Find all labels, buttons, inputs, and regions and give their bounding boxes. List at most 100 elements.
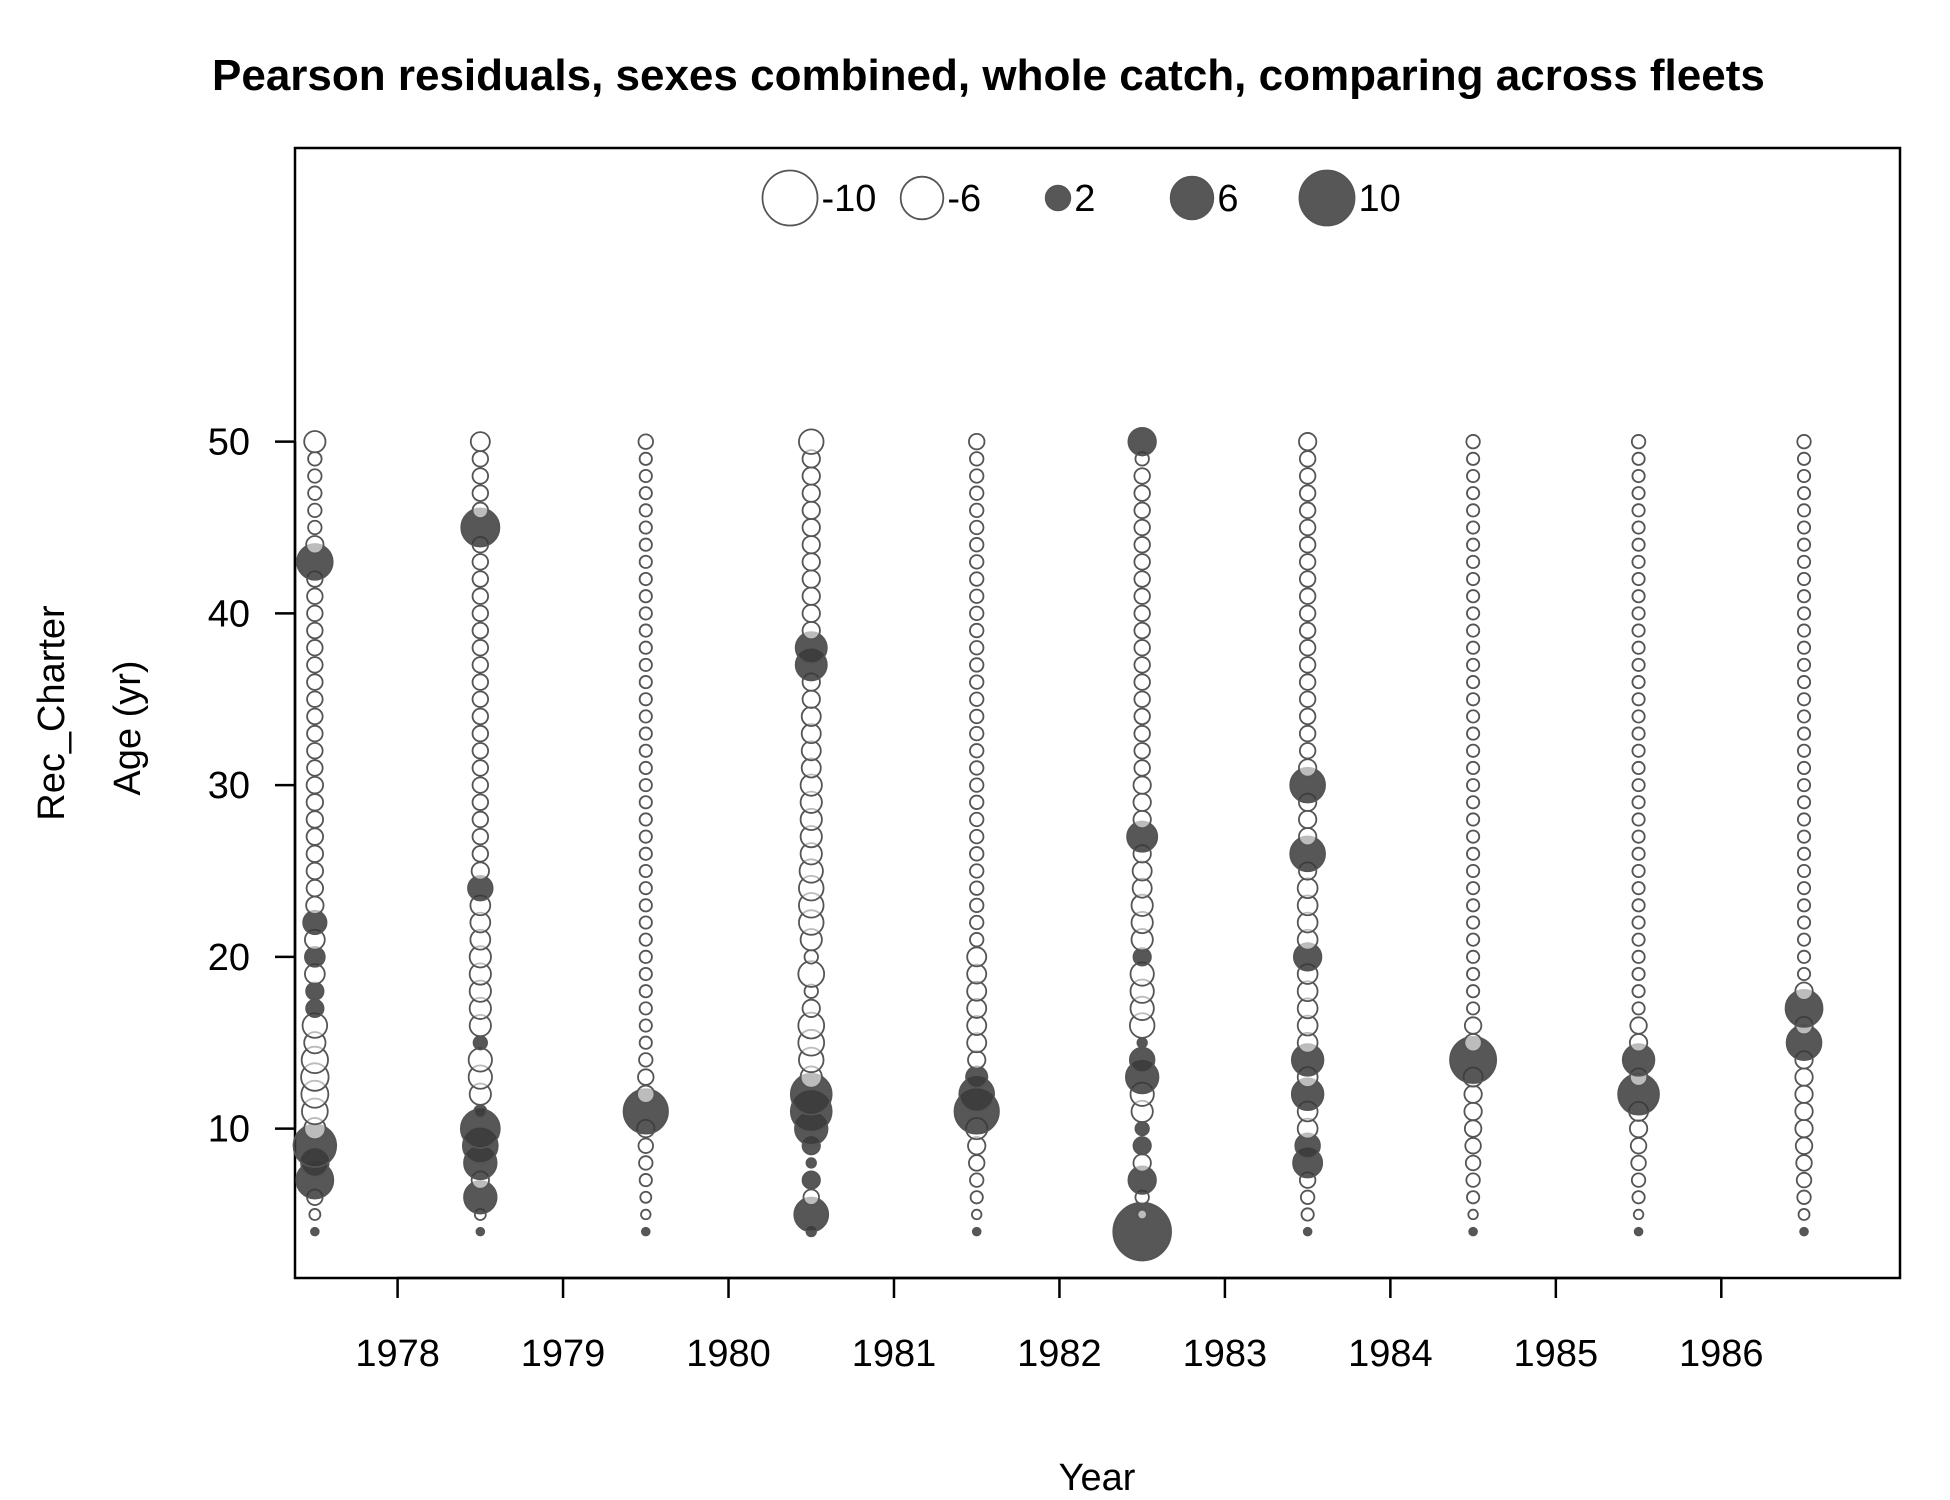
residual-bubble [801, 517, 821, 538]
residual-bubble [1463, 1101, 1483, 1122]
residual-bubble [1796, 1189, 1812, 1205]
residual-bubble [471, 724, 490, 743]
residual-bubble [1298, 690, 1317, 708]
residual-bubble [1466, 743, 1481, 758]
residual-bubble [1794, 981, 1814, 1001]
x-axis: 1978 1979 1980 1981 1982 1983 1984 1985 1986 [355, 1276, 1764, 1375]
residual-bubble [638, 1001, 653, 1016]
residual-bubble [1631, 692, 1646, 707]
residual-bubble [969, 657, 985, 673]
residual-bubble [969, 777, 985, 793]
residual-bubble [1631, 812, 1646, 827]
residual-bubble [1796, 863, 1812, 879]
residual-bubble [1630, 1154, 1647, 1172]
residual-bubble [637, 1137, 654, 1154]
residual-bubble [471, 570, 490, 588]
residual-bubble [1796, 434, 1812, 450]
residual-bubble [1796, 589, 1812, 604]
residual-bubble [471, 467, 490, 485]
residual-bubble [473, 1104, 488, 1119]
residual-bubble [1466, 503, 1481, 518]
residual-bubble [966, 980, 988, 1002]
residual-bubble [305, 535, 325, 555]
chart-title: Pearson residuals, sexes combined, whole… [212, 51, 1765, 100]
residual-bubble [638, 932, 653, 947]
residual-bubble [303, 430, 327, 454]
residual-bubble [1132, 792, 1152, 812]
residual-bubble [1133, 518, 1151, 537]
residual-bubble [1796, 692, 1812, 707]
residual-bubble [966, 1015, 988, 1036]
residual-bubble [471, 827, 490, 846]
residual-bubble [1133, 467, 1151, 485]
residual-bubble [1466, 486, 1481, 501]
residual-bubble [1631, 778, 1646, 793]
residual-bubble [306, 587, 324, 605]
residual-bubble [1631, 554, 1646, 569]
residual-bubble [638, 709, 653, 724]
residual-bubble [638, 623, 653, 638]
residual-bubble [1466, 554, 1481, 569]
residual-bubble [1300, 1207, 1315, 1222]
residual-bubble [1466, 657, 1481, 672]
y-tick-label: 40 [208, 593, 250, 635]
residual-bubble [638, 881, 653, 896]
residual-bubble [1796, 829, 1812, 844]
residual-bubble [1298, 518, 1317, 537]
residual-bubble [1466, 520, 1481, 535]
residual-bubble [801, 569, 821, 589]
plot-frame [293, 146, 1902, 1280]
residual-bubble [471, 553, 490, 571]
residual-bubble [1796, 657, 1812, 672]
residual-bubble [305, 895, 325, 915]
residual-bubble [969, 571, 985, 587]
legend-bubble [1169, 175, 1215, 221]
residual-bubble [638, 984, 653, 999]
residual-bubble [1466, 760, 1481, 776]
residual-bubble [969, 914, 985, 931]
residual-bubble [306, 690, 324, 708]
residual-bubble [1133, 621, 1151, 640]
residual-bubble [1794, 1067, 1814, 1087]
residual-bubble [306, 656, 324, 674]
residual-bubble [475, 1226, 486, 1237]
residual-bubble [805, 1157, 817, 1169]
residual-bubble [1296, 877, 1319, 899]
residual-bubble [305, 861, 325, 881]
residual-bubble [1299, 1189, 1316, 1205]
residual-bubble [1131, 877, 1153, 899]
residual-bubble [1298, 707, 1317, 726]
x-tick-label: 1984 [1348, 1333, 1433, 1375]
residual-bubble [971, 1226, 982, 1237]
residual-bubble [969, 691, 985, 707]
residual-bubble [1466, 709, 1481, 724]
residual-bubble [1133, 656, 1151, 674]
residual-bubble [966, 963, 988, 985]
residual-bubble [1466, 692, 1481, 707]
residual-bubble [1302, 1226, 1313, 1237]
residual-bubble [472, 1035, 488, 1051]
residual-bubble [1133, 742, 1151, 760]
residual-bubble [638, 966, 653, 982]
residual-bubble [1794, 1101, 1814, 1122]
residual-bubble [969, 932, 985, 948]
residual-bubble [802, 1188, 820, 1206]
residual-bubble [305, 981, 325, 1001]
residual-bubble [969, 537, 985, 553]
residual-bubble [1796, 726, 1812, 741]
residual-bubble [306, 639, 324, 657]
residual-bubble [471, 793, 490, 811]
residual-bubble [638, 812, 653, 827]
residual-bubble [471, 759, 490, 777]
residual-bubble [471, 656, 490, 674]
residual-bubble [1127, 427, 1157, 457]
residual-bubble [1298, 621, 1317, 640]
residual-bubble [305, 810, 325, 829]
residual-bubble [798, 428, 825, 455]
residual-bubble [1796, 606, 1812, 621]
residual-bubble [1631, 795, 1646, 810]
residual-bubble [803, 949, 819, 965]
residual-bubble [1466, 623, 1481, 638]
residual-bubble [966, 997, 988, 1019]
residual-bubble [1466, 606, 1481, 621]
